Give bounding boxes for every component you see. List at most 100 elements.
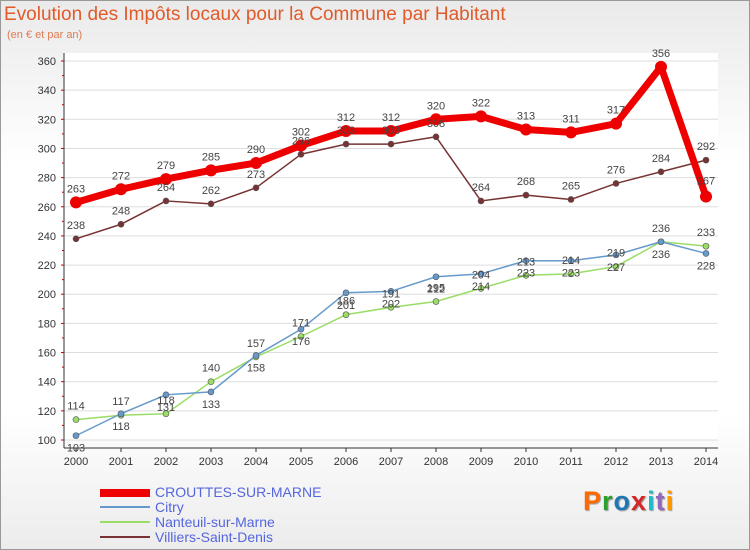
data-point[interactable] [117,410,125,418]
data-point[interactable] [520,123,532,136]
y-tick-label: 320 [38,114,56,126]
data-label: 268 [517,176,535,188]
legend-swatch-citry [100,506,150,508]
data-point[interactable] [477,270,485,278]
data-point[interactable] [160,173,172,186]
data-label: 223 [517,268,535,280]
data-point[interactable] [702,250,710,257]
y-tick-label: 340 [38,85,56,97]
data-point[interactable] [702,242,710,250]
data-point[interactable] [432,273,440,281]
data-point[interactable] [657,238,665,246]
y-tick-label: 200 [38,289,56,301]
data-point[interactable] [162,410,170,418]
series-lines [70,60,712,439]
y-tick-label: 100 [38,435,56,447]
x-tick-label: 2005 [289,456,313,468]
data-point[interactable] [207,388,215,396]
data-point[interactable] [385,124,397,137]
data-label: 233 [697,227,715,239]
data-point[interactable] [477,197,485,205]
data-point[interactable] [252,352,260,359]
data-label: 214 [562,255,580,267]
data-point[interactable] [430,113,442,126]
data-point[interactable] [612,263,620,270]
logo-letter: x [631,486,648,516]
data-point[interactable] [432,298,440,305]
data-point[interactable] [522,191,530,199]
data-point[interactable] [565,126,577,139]
data-point[interactable] [72,235,80,243]
data-point[interactable] [207,378,215,385]
data-label: 117 [112,396,130,408]
data-label: 204 [472,269,490,281]
data-point[interactable] [295,139,307,152]
data-label: 171 [292,318,310,330]
data-label: 292 [697,141,715,153]
x-tick-label: 2011 [559,456,583,468]
data-point[interactable] [655,60,667,73]
data-point[interactable] [567,270,575,278]
data-point[interactable] [387,288,395,295]
data-label: 248 [112,205,130,217]
data-point[interactable] [475,110,487,123]
legend-label-citry: Citry [155,499,184,515]
data-point[interactable] [387,140,395,148]
data-label: 103 [67,443,85,455]
data-point[interactable] [477,285,485,292]
data-label: 313 [517,111,535,123]
data-point[interactable] [567,196,575,203]
data-point[interactable] [657,168,665,176]
data-label: 272 [112,170,130,182]
data-label: 285 [202,151,220,163]
data-label: 290 [247,144,265,156]
data-point[interactable] [340,124,352,137]
chart-title: Evolution des Impôts locaux pour la Comm… [4,4,506,25]
data-point[interactable] [162,391,170,399]
y-tick-label: 160 [38,348,56,360]
data-point[interactable] [522,271,530,279]
data-label: 219 [607,248,625,260]
legend-label-nanteuil: Nanteuil-sur-Marne [155,514,275,530]
data-point[interactable] [387,304,395,311]
data-point[interactable] [612,180,620,187]
data-point[interactable] [702,156,710,164]
chart-subtitle: (en € et par an) [7,29,83,41]
data-point[interactable] [700,190,712,203]
data-point[interactable] [432,133,440,141]
data-point[interactable] [342,140,350,148]
data-point[interactable] [117,220,125,228]
data-point[interactable] [70,196,82,209]
data-point[interactable] [115,183,127,196]
data-label: 202 [382,298,400,310]
data-point[interactable] [72,416,80,423]
data-point[interactable] [612,251,620,259]
data-point[interactable] [205,164,217,177]
data-label: 114 [67,401,85,413]
data-label: 264 [472,182,490,194]
data-labels: 263 272 279 285 290 302 312 312 320 322 313 311 317 3… [67,48,715,455]
data-point[interactable] [522,257,530,265]
data-point[interactable] [162,197,170,205]
data-point[interactable] [72,432,80,439]
data-point[interactable] [342,289,350,297]
data-point[interactable] [297,325,305,333]
data-label: 276 [607,164,625,176]
data-label: 228 [697,260,715,272]
data-point[interactable] [342,311,350,318]
data-label: 131 [157,402,175,414]
data-point[interactable] [297,333,305,340]
data-label: 133 [202,399,220,411]
x-tick-label: 2006 [334,456,358,468]
data-point[interactable] [567,257,575,265]
x-tick-label: 2009 [469,456,493,468]
data-point[interactable] [610,117,622,130]
data-point[interactable] [250,157,262,170]
data-point[interactable] [297,150,305,158]
data-label: 238 [67,220,85,232]
data-point[interactable] [252,184,260,192]
y-tick-label: 220 [38,260,56,272]
data-point[interactable] [207,200,215,208]
data-label: 320 [427,100,445,112]
